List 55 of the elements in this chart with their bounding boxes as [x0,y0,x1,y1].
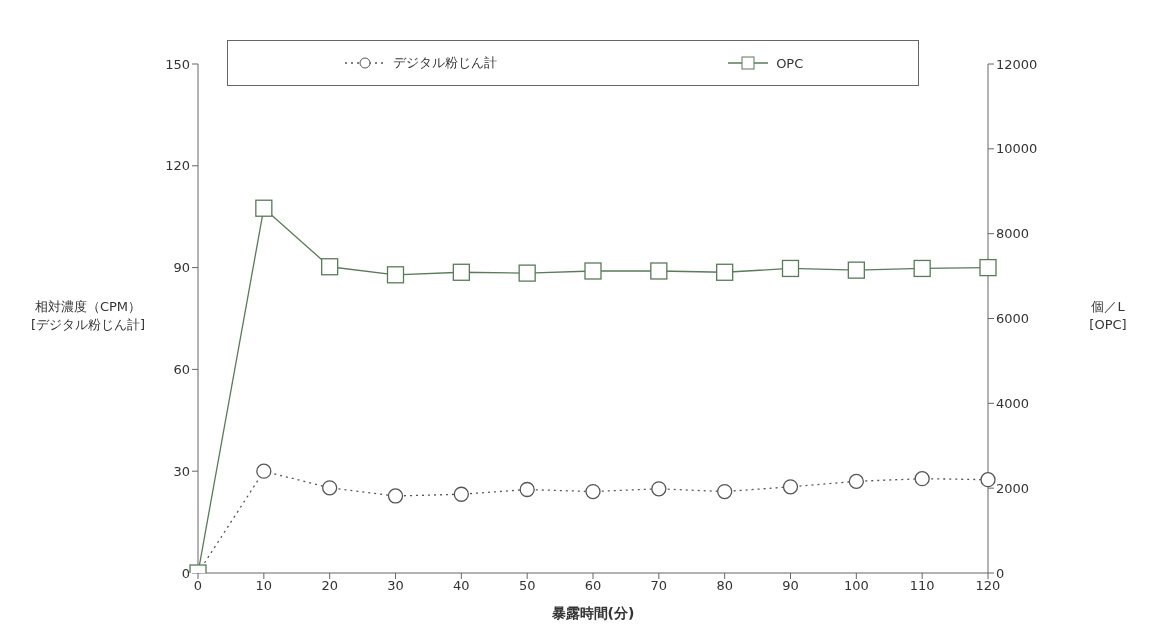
point [322,480,338,496]
point [256,463,272,479]
y2-tick-label: 8000 [996,226,1030,242]
legend-label: デジタル粉じん計 [391,54,497,72]
point [386,266,405,284]
point [847,261,865,279]
x-tick-label: 90 [782,578,799,594]
x-tick-label: 80 [716,578,733,594]
y2-axis-title: 個／L [OPC] [1089,298,1127,332]
x-tick-label: 70 [650,578,668,594]
point [782,479,799,495]
point [979,258,997,277]
y-tick-label: 60 [173,362,190,378]
x-tick-label: 100 [843,578,869,594]
y2-tick-label: 6000 [996,311,1030,327]
x-tick-label: 110 [909,578,935,594]
point [585,483,601,500]
point [980,472,996,488]
x-tick-label: 0 [193,578,203,594]
x-tick-label: 50 [518,578,536,594]
y2-tick-label: 2000 [996,480,1030,496]
point [651,481,667,497]
point [914,471,930,487]
x-tick-label: 40 [453,578,470,594]
point [717,483,733,500]
y-tick-label: 90 [173,260,190,276]
point [453,486,469,502]
legend-label: OPC [775,54,804,72]
point [650,262,668,280]
point [584,262,602,280]
y2-tick-label: 0 [996,565,1005,581]
x-axis-title: 暴露時間(分) [550,605,635,621]
point [452,263,470,281]
y-axis-title: 相対濃度（CPM） [デジタル粉じん計] [30,298,146,332]
point [781,259,800,278]
x-tick-label: 10 [255,578,273,594]
y-tick-label: 120 [165,158,190,174]
point [519,481,535,498]
point [255,199,273,217]
point [518,264,536,282]
x-tick-label: 120 [975,578,1001,594]
y-tick-label: 150 [165,56,190,72]
point [848,473,864,490]
x-tick-label: 60 [584,578,602,594]
y-tick-label: 30 [173,463,190,479]
y-tick-label: 0 [181,565,190,581]
x-tick-label: 30 [387,578,404,594]
y2-tick-label: 4000 [996,395,1030,411]
x-tick-label: 20 [321,578,338,594]
y2-tick-label: 10000 [996,141,1038,157]
point [716,263,734,281]
point [387,488,404,504]
y2-tick-label: 12000 [996,56,1038,72]
point [321,258,339,276]
point [913,259,931,278]
